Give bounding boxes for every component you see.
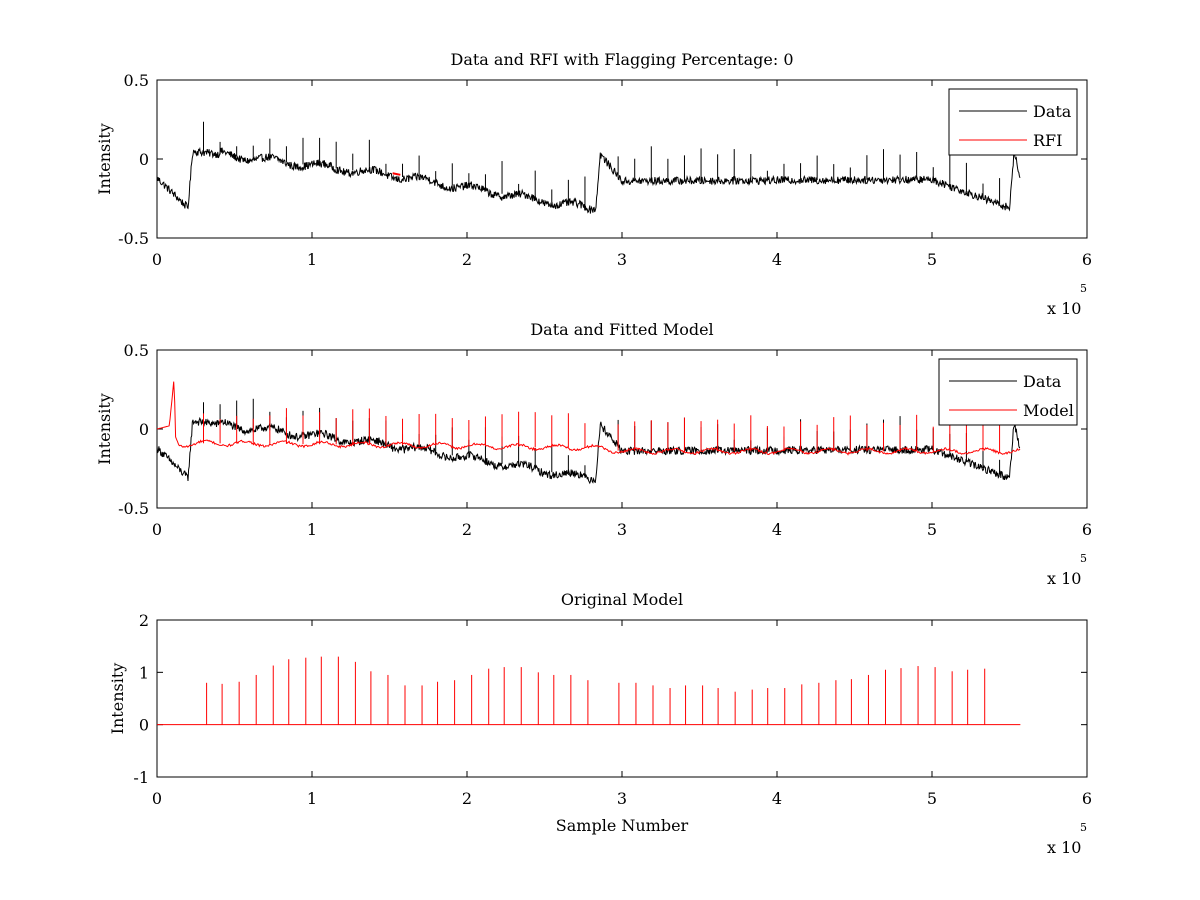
chart-title: Original Model [561,590,683,609]
y-tick-label: 0 [139,420,149,439]
x-multiplier-exponent: 5 [1080,282,1087,295]
y-axis-label: Intensity [95,123,114,195]
legend-box [948,88,1078,156]
x-tick-label: 3 [617,520,627,539]
chart-title: Data and Fitted Model [530,320,713,339]
y-axis-label: Intensity [95,393,114,465]
x-tick-label: 2 [462,789,472,808]
y-tick-label: -0.5 [118,229,149,248]
x-tick-label: 2 [462,250,472,269]
x-tick-label: 4 [772,520,782,539]
plot-data-layer [157,121,1021,214]
x-tick-label: 2 [462,520,472,539]
y-tick-label: 1 [139,663,149,682]
y-tick-label: -1 [133,768,149,787]
x-tick-label: 6 [1082,520,1092,539]
x-tick-label: 5 [927,250,937,269]
legend-label: Data [1033,102,1072,121]
y-tick-label: 0 [139,150,149,169]
x-tick-label: 6 [1082,250,1092,269]
legend-label: Data [1023,372,1062,391]
chart-title: Data and RFI with Flagging Percentage: 0 [450,50,793,69]
legend-box [938,358,1078,426]
y-tick-label: 0 [139,716,149,735]
x-tick-label: 1 [307,789,317,808]
y-tick-label: -0.5 [118,499,149,518]
x-tick-label: 1 [307,520,317,539]
chart-1: Data and RFI with Flagging Percentage: 0… [95,50,1092,318]
plot-data-layer [157,381,1021,485]
x-multiplier-base: x 10 [1047,838,1081,857]
x-tick-label: 4 [772,250,782,269]
plot-data-layer [157,656,1021,726]
x-tick-label: 0 [152,520,162,539]
x-tick-label: 4 [772,789,782,808]
x-multiplier-base: x 10 [1047,569,1081,588]
y-tick-label: 0.5 [124,341,149,360]
x-tick-label: 0 [152,789,162,808]
y-tick-label: 0.5 [124,71,149,90]
x-axis-label: Sample Number [556,816,689,835]
legend-label: RFI [1033,131,1062,150]
x-tick-label: 0 [152,250,162,269]
y-axis-label: Intensity [108,663,127,735]
x-tick-label: 5 [927,520,937,539]
legend-label: Model [1023,401,1074,420]
x-tick-label: 3 [617,250,627,269]
x-tick-label: 6 [1082,789,1092,808]
x-tick-label: 3 [617,789,627,808]
series-data-line [157,146,1021,214]
legend: Data RFI [948,88,1078,156]
x-multiplier-exponent: 5 [1080,821,1087,834]
x-multiplier-base: x 10 [1047,299,1081,318]
x-tick-label: 5 [927,789,937,808]
series-model-line [157,381,1021,456]
x-multiplier-exponent: 5 [1080,552,1087,565]
series-rfi-line [392,172,401,176]
legend: Data Model [938,358,1078,426]
x-tick-label: 1 [307,250,317,269]
y-tick-label: 2 [139,611,149,630]
